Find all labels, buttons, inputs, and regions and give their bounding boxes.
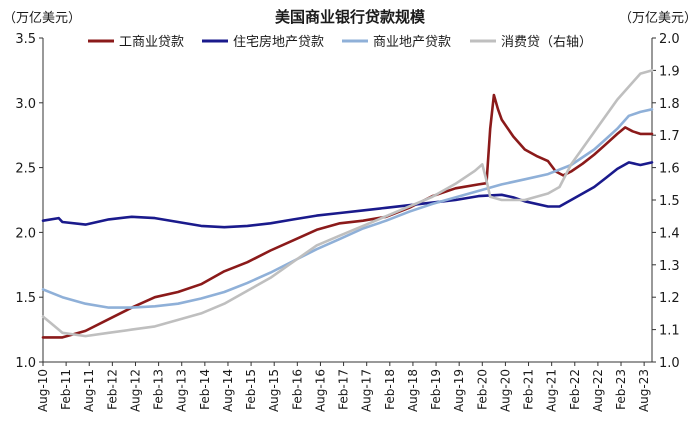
legend: 工商业贷款 住宅房地产贷款 商业地产贷款 消费贷（右轴）	[88, 34, 592, 50]
series-line-3	[41, 108, 654, 309]
legend-label-4: 消费贷（右轴）	[501, 35, 592, 50]
legend-label-3: 商业地产贷款	[373, 35, 451, 50]
y-right-tick-label: 2.0	[659, 32, 680, 47]
x-tick-label: Feb-18	[383, 369, 397, 410]
y-left-tick-label: 2.5	[15, 162, 36, 177]
x-tick-label: Aug-20	[498, 369, 512, 412]
series-line-2	[41, 161, 654, 229]
y-left-tick-label: 3.5	[15, 32, 36, 47]
y-left-tick-label: 1.5	[15, 291, 36, 306]
legend-label-1: 工商业贷款	[119, 35, 184, 50]
y-right-tick-label: 1.2	[659, 291, 680, 306]
x-tick-label: Feb-12	[105, 369, 119, 410]
x-tick-label: Feb-22	[568, 369, 582, 410]
x-tick-label: Feb-11	[59, 369, 73, 410]
x-tick-label: Aug-13	[175, 369, 189, 412]
y-right-tick-label: 1.7	[659, 129, 680, 144]
x-tick-label: Feb-16	[290, 369, 304, 410]
x-tick-label: Aug-14	[221, 369, 235, 412]
x-tick-label: Feb-21	[522, 369, 536, 410]
y-right-tick-label: 1.5	[659, 194, 680, 209]
legend-label-2: 住宅房地产贷款	[233, 34, 324, 50]
x-tick-label: Aug-18	[406, 369, 420, 412]
y-left-tick-label: 3.0	[15, 97, 36, 112]
series-line-4	[41, 69, 654, 338]
x-tick-label: Feb-20	[475, 369, 489, 410]
y-left-tick-label: 2.0	[15, 226, 36, 241]
left-axis-unit-label: （万亿美元）	[3, 11, 81, 26]
y-right-tick-label: 1.0	[659, 356, 680, 371]
x-tick-label: Aug-17	[360, 369, 374, 412]
x-tick-label: Aug-10	[36, 369, 50, 412]
x-tick-label: Feb-19	[429, 369, 443, 410]
x-tick-label: Aug-15	[267, 369, 281, 412]
x-tick-label: Feb-13	[152, 369, 166, 410]
y-right-tick-label: 1.4	[659, 226, 680, 241]
axes: 1.0 1.5 2.0 2.5 3.0 3.5 1.0 1.1 1.2 1.3 1.4 1.5 1.6 1…	[15, 32, 679, 412]
x-tick-label: Feb-14	[198, 369, 212, 410]
y-right-tick-label: 1.8	[659, 97, 680, 112]
y-right-tick-label: 1.9	[659, 64, 680, 79]
y-right-tick-label: 1.1	[659, 324, 680, 339]
y-left-tick-label: 1.0	[15, 356, 36, 371]
right-axis-unit-label: （万亿美元）	[619, 11, 697, 26]
y-right-tick-label: 1.6	[659, 162, 680, 177]
chart-title: 美国商业银行贷款规模	[275, 8, 426, 26]
y-right-tick-label: 1.3	[659, 259, 680, 274]
x-tick-label: Feb-15	[244, 369, 258, 410]
x-tick-label: Aug-22	[591, 369, 605, 412]
series-layer	[41, 69, 654, 339]
x-tick-label: Aug-11	[82, 369, 96, 412]
x-tick-label: Feb-17	[337, 369, 351, 410]
x-tick-label: Aug-16	[313, 369, 327, 412]
x-tick-label: Aug-12	[128, 369, 142, 412]
series-line-1	[41, 93, 654, 339]
x-tick-label: Aug-21	[545, 369, 559, 412]
x-tick-label: Feb-23	[614, 369, 628, 410]
x-tick-label: Aug-23	[637, 369, 651, 412]
x-tick-label: Aug-19	[452, 369, 466, 412]
